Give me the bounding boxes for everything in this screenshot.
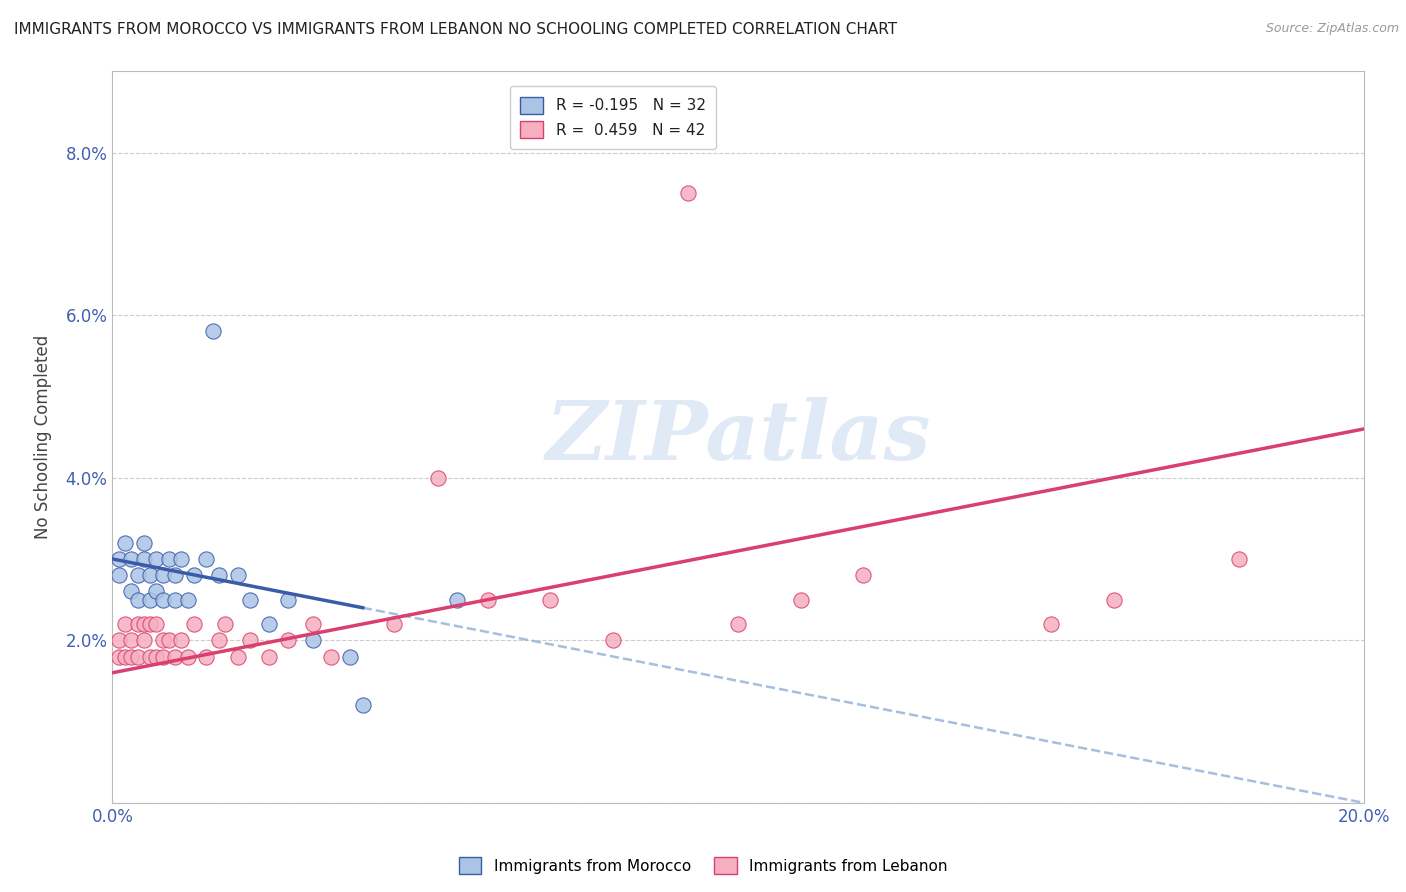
Point (214, 617, 236, 632)
Point (382, 617, 405, 632)
Point (114, 535, 136, 549)
Point (226, 568, 249, 582)
Point (183, 617, 205, 632)
Point (127, 592, 149, 607)
Point (339, 649, 361, 664)
Point (176, 592, 198, 607)
Point (170, 633, 193, 648)
Point (120, 584, 142, 599)
Point (163, 568, 186, 582)
Point (152, 649, 174, 664)
Point (127, 649, 149, 664)
Point (132, 535, 155, 549)
Point (163, 592, 186, 607)
Point (352, 698, 374, 713)
Point (107, 633, 129, 648)
Point (1102, 592, 1125, 607)
Point (277, 592, 299, 607)
Point (120, 552, 142, 566)
Point (257, 649, 280, 664)
Point (139, 617, 162, 632)
Point (145, 584, 167, 599)
Point (183, 568, 205, 582)
Point (114, 649, 136, 664)
Point (321, 649, 343, 664)
Point (139, 649, 162, 664)
Text: Source: ZipAtlas.com: Source: ZipAtlas.com (1265, 22, 1399, 36)
Point (157, 552, 180, 566)
Text: ZIPatlas: ZIPatlas (546, 397, 931, 477)
Point (1227, 552, 1250, 566)
Point (301, 617, 323, 632)
Point (139, 592, 162, 607)
Point (602, 633, 624, 648)
Point (163, 649, 186, 664)
Point (176, 649, 198, 664)
Point (257, 617, 280, 632)
Point (152, 568, 174, 582)
Point (114, 617, 136, 632)
Point (852, 568, 875, 582)
Point (301, 633, 323, 648)
Point (152, 633, 174, 648)
Point (727, 617, 749, 632)
Point (157, 633, 180, 648)
Point (120, 649, 142, 664)
Point (145, 552, 167, 566)
Point (239, 633, 262, 648)
Point (132, 633, 155, 648)
Point (226, 649, 249, 664)
Point (195, 649, 218, 664)
Legend: R = -0.195   N = 32, R =  0.459   N = 42: R = -0.195 N = 32, R = 0.459 N = 42 (510, 87, 716, 149)
Point (201, 325, 224, 339)
Point (120, 633, 142, 648)
Point (132, 552, 155, 566)
Point (477, 592, 499, 607)
Y-axis label: No Schooling Completed: No Schooling Completed (34, 335, 52, 539)
Point (107, 649, 129, 664)
Point (676, 186, 699, 201)
Point (446, 592, 468, 607)
Point (1039, 617, 1063, 632)
Point (170, 552, 193, 566)
Point (145, 649, 167, 664)
Point (195, 552, 218, 566)
Point (132, 617, 155, 632)
Point (145, 617, 167, 632)
Point (127, 568, 149, 582)
Legend: Immigrants from Morocco, Immigrants from Lebanon: Immigrants from Morocco, Immigrants from… (453, 851, 953, 880)
Point (540, 592, 562, 607)
Point (208, 633, 231, 648)
Point (239, 592, 262, 607)
Point (277, 633, 299, 648)
Point (426, 471, 449, 485)
Point (790, 592, 813, 607)
Point (127, 617, 149, 632)
Text: IMMIGRANTS FROM MOROCCO VS IMMIGRANTS FROM LEBANON NO SCHOOLING COMPLETED CORREL: IMMIGRANTS FROM MOROCCO VS IMMIGRANTS FR… (14, 22, 897, 37)
Point (152, 592, 174, 607)
Point (107, 568, 129, 582)
Point (208, 568, 231, 582)
Point (107, 552, 129, 566)
Point (139, 568, 162, 582)
